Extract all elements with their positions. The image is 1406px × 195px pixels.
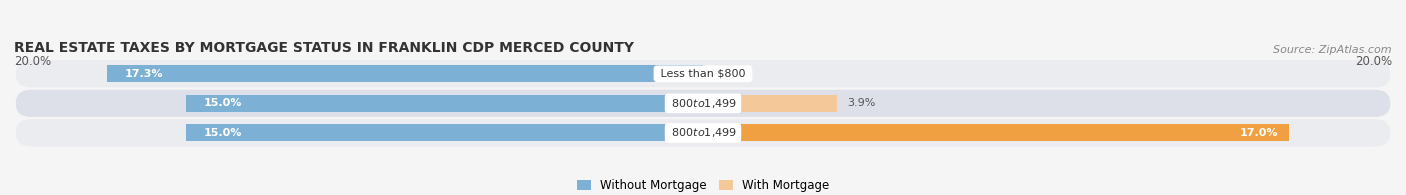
- Legend: Without Mortgage, With Mortgage: Without Mortgage, With Mortgage: [572, 175, 834, 195]
- Text: 3.9%: 3.9%: [848, 98, 876, 108]
- FancyBboxPatch shape: [15, 60, 1391, 87]
- Text: Less than $800: Less than $800: [657, 69, 749, 79]
- Text: 20.0%: 20.0%: [14, 55, 51, 68]
- Text: 15.0%: 15.0%: [204, 98, 242, 108]
- Text: $800 to $1,499: $800 to $1,499: [668, 126, 738, 139]
- Text: 20.0%: 20.0%: [1355, 55, 1392, 68]
- FancyBboxPatch shape: [15, 119, 1391, 146]
- Bar: [703, 95, 838, 112]
- Bar: [107, 65, 703, 82]
- Text: 15.0%: 15.0%: [204, 128, 242, 138]
- Text: REAL ESTATE TAXES BY MORTGAGE STATUS IN FRANKLIN CDP MERCED COUNTY: REAL ESTATE TAXES BY MORTGAGE STATUS IN …: [14, 41, 634, 55]
- Text: Source: ZipAtlas.com: Source: ZipAtlas.com: [1274, 45, 1392, 55]
- Text: 17.0%: 17.0%: [1240, 128, 1278, 138]
- Bar: [186, 124, 703, 141]
- Text: 17.3%: 17.3%: [124, 69, 163, 79]
- Bar: [703, 124, 1289, 141]
- FancyBboxPatch shape: [15, 90, 1391, 117]
- Text: $800 to $1,499: $800 to $1,499: [668, 97, 738, 110]
- Bar: [186, 95, 703, 112]
- Text: 0.0%: 0.0%: [713, 69, 741, 79]
